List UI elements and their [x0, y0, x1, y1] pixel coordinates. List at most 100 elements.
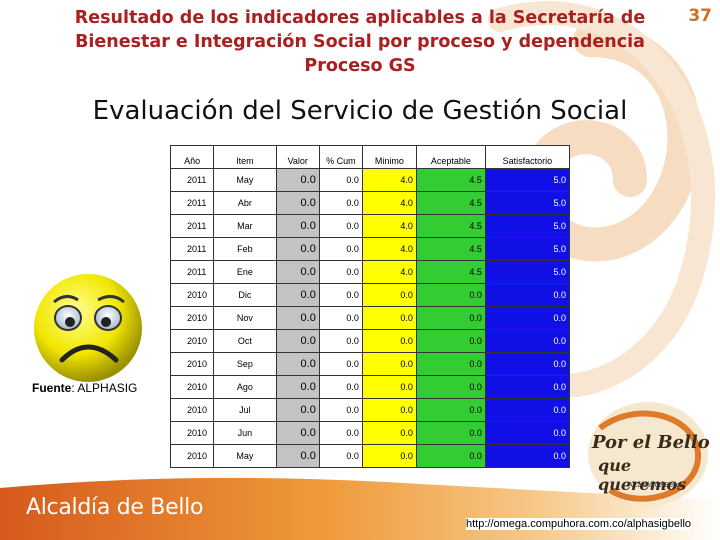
cell-item: May	[213, 168, 277, 192]
cell-aceptable: 0.0	[415, 352, 486, 376]
table-row: 2010 Dic 0.0 0.0 0.0 0.0 0.0	[169, 283, 571, 307]
table-row: 2010 Nov 0.0 0.0 0.0 0.0 0.0	[169, 306, 571, 330]
footer-url: http://omega.compuhora.com.co/alphasigbe…	[466, 518, 692, 530]
cell-year: 2010	[169, 329, 215, 353]
cell-aceptable: 4.5	[415, 237, 486, 261]
cell-year: 2010	[169, 352, 215, 376]
cell-minimo: 4.0	[361, 191, 417, 215]
logo-text-line1: Por el Bello	[592, 432, 710, 453]
cell-item: Ago	[213, 375, 277, 399]
cell-aceptable: 0.0	[415, 306, 486, 330]
cell-cum: 0.0	[318, 421, 363, 445]
cell-minimo: 0.0	[361, 306, 417, 330]
footer-brand: Alcaldía de Bello	[26, 495, 204, 520]
evaluation-table: Año Item Valor % Cum Minimo Aceptable Sa…	[169, 145, 571, 468]
source-value: : ALPHASIG	[71, 381, 138, 395]
cell-valor: 0.0	[275, 398, 320, 422]
cell-item: Jul	[213, 398, 277, 422]
page-header: Resultado de los indicadores aplicables …	[40, 6, 680, 78]
table-row: 2011 Ene 0.0 0.0 4.0 4.5 5.0	[169, 260, 571, 284]
table-row: 2010 May 0.0 0.0 0.0 0.0 0.0	[169, 444, 571, 468]
cell-aceptable: 4.5	[415, 168, 486, 192]
cell-minimo: 0.0	[361, 352, 417, 376]
table-row: 2010 Oct 0.0 0.0 0.0 0.0 0.0	[169, 329, 571, 353]
cell-valor: 0.0	[275, 306, 320, 330]
cell-satisfactorio: 0.0	[484, 375, 571, 399]
logo-caption: Alcaldía de Bello	[628, 482, 681, 489]
cell-year: 2010	[169, 444, 215, 468]
cell-cum: 0.0	[318, 237, 363, 261]
cell-cum: 0.0	[318, 168, 363, 192]
cell-cum: 0.0	[318, 214, 363, 238]
table-row: 2011 May 0.0 0.0 4.0 4.5 5.0	[169, 168, 571, 192]
cell-cum: 0.0	[318, 283, 363, 307]
source-note: Fuente: ALPHASIG	[32, 381, 137, 395]
cell-valor: 0.0	[275, 191, 320, 215]
cell-item: Abr	[213, 191, 277, 215]
cell-aceptable: 0.0	[415, 375, 486, 399]
cell-satisfactorio: 5.0	[484, 260, 571, 284]
cell-satisfactorio: 5.0	[484, 214, 571, 238]
table-row: 2011 Feb 0.0 0.0 4.0 4.5 5.0	[169, 237, 571, 261]
decorative-swirl	[488, 1, 716, 398]
cell-item: Sep	[213, 352, 277, 376]
cell-item: Mar	[213, 214, 277, 238]
logo-text-line2: que queremos	[598, 456, 687, 494]
cell-satisfactorio: 0.0	[484, 398, 571, 422]
cell-aceptable: 4.5	[415, 214, 486, 238]
cell-cum: 0.0	[318, 444, 363, 468]
cell-item: May	[213, 444, 277, 468]
header-title-line2: Bienestar e Integración Social por proce…	[75, 32, 645, 52]
cell-aceptable: 0.0	[415, 398, 486, 422]
cell-item: Oct	[213, 329, 277, 353]
cell-item: Dic	[213, 283, 277, 307]
cell-satisfactorio: 0.0	[484, 329, 571, 353]
sad-face-icon	[34, 274, 142, 382]
cell-valor: 0.0	[275, 329, 320, 353]
bello-logo-icon	[588, 402, 708, 506]
table-row: 2011 Abr 0.0 0.0 4.0 4.5 5.0	[169, 191, 571, 215]
source-label: Fuente	[32, 381, 72, 395]
column-header-cum: % Cum	[318, 145, 363, 169]
cell-item: Feb	[213, 237, 277, 261]
cell-minimo: 0.0	[361, 398, 417, 422]
cell-aceptable: 0.0	[415, 444, 486, 468]
column-header-year: Año	[169, 145, 215, 169]
cell-satisfactorio: 5.0	[484, 168, 571, 192]
cell-valor: 0.0	[275, 352, 320, 376]
page-number: 37	[688, 6, 712, 26]
cell-minimo: 0.0	[361, 421, 417, 445]
cell-satisfactorio: 5.0	[484, 191, 571, 215]
cell-year: 2011	[169, 168, 215, 192]
cell-minimo: 4.0	[361, 214, 417, 238]
cell-valor: 0.0	[275, 214, 320, 238]
cell-satisfactorio: 0.0	[484, 283, 571, 307]
cell-minimo: 0.0	[361, 329, 417, 353]
cell-aceptable: 4.5	[415, 260, 486, 284]
column-header-satisfactorio: Satisfactorio	[484, 145, 571, 169]
cell-valor: 0.0	[275, 168, 320, 192]
table-row: 2010 Jun 0.0 0.0 0.0 0.0 0.0	[169, 421, 571, 445]
cell-year: 2010	[169, 283, 215, 307]
cell-minimo: 4.0	[361, 237, 417, 261]
cell-satisfactorio: 0.0	[484, 352, 571, 376]
table-row: 2010 Jul 0.0 0.0 0.0 0.0 0.0	[169, 398, 571, 422]
cell-aceptable: 0.0	[415, 421, 486, 445]
cell-cum: 0.0	[318, 306, 363, 330]
cell-valor: 0.0	[275, 444, 320, 468]
cell-item: Ene	[213, 260, 277, 284]
cell-valor: 0.0	[275, 237, 320, 261]
cell-aceptable: 4.5	[415, 191, 486, 215]
cell-year: 2011	[169, 260, 215, 284]
cell-year: 2010	[169, 306, 215, 330]
table-row: 2010 Ago 0.0 0.0 0.0 0.0 0.0	[169, 375, 571, 399]
table-row: 2011 Mar 0.0 0.0 4.0 4.5 5.0	[169, 214, 571, 238]
cell-aceptable: 0.0	[415, 329, 486, 353]
cell-cum: 0.0	[318, 329, 363, 353]
cell-minimo: 0.0	[361, 375, 417, 399]
cell-minimo: 4.0	[361, 260, 417, 284]
cell-minimo: 0.0	[361, 283, 417, 307]
cell-satisfactorio: 0.0	[484, 306, 571, 330]
cell-cum: 0.0	[318, 191, 363, 215]
table-body: 2011 May 0.0 0.0 4.0 4.5 5.0 2011 Abr 0.0 0.0 4.0 4.…	[169, 168, 571, 468]
